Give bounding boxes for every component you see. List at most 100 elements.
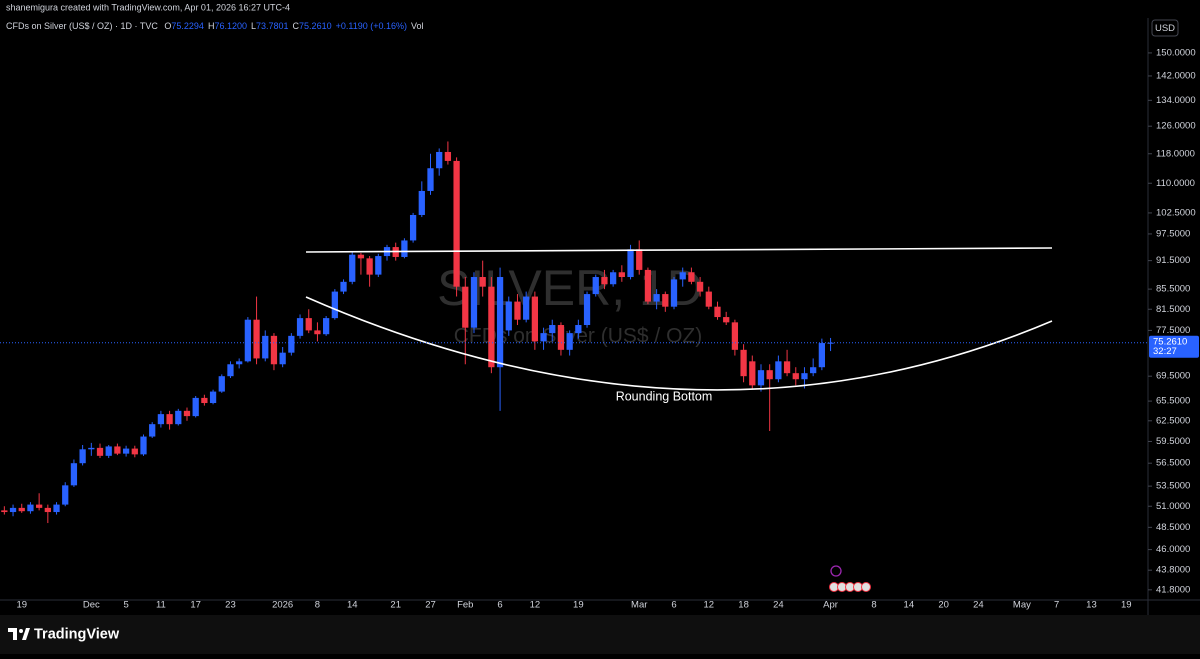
x-tick-label: 21	[390, 600, 401, 611]
candle-body	[27, 504, 34, 512]
annotation: Rounding Bottom	[616, 389, 713, 403]
x-tick-label: 14	[904, 600, 915, 611]
x-tick-label: 19	[16, 600, 27, 611]
ohlc-value: 75.2294	[171, 21, 204, 31]
candle-body	[175, 410, 182, 425]
candle-body	[818, 343, 825, 368]
candle-body	[523, 296, 530, 320]
candle-body	[610, 272, 617, 285]
x-tick-label: 27	[425, 600, 436, 611]
candle-body	[244, 319, 251, 362]
candle-body	[122, 448, 130, 454]
x-tick-label: 6	[497, 600, 502, 611]
x-tick-label: 12	[530, 600, 541, 611]
ohlc-key: L	[251, 21, 256, 31]
candle-body	[279, 352, 286, 365]
candle-body	[714, 306, 721, 318]
y-tick-label: 97.5000	[1156, 228, 1190, 239]
watermark-symbol: SILVER, 1D	[437, 260, 703, 316]
countdown: 32:27	[1153, 346, 1177, 357]
y-tick-label: 53.5000	[1156, 481, 1190, 492]
ohlc-value: 73.7801	[256, 21, 289, 31]
candle-body	[436, 151, 443, 169]
candle-body	[192, 397, 199, 417]
candle-body	[531, 296, 538, 342]
y-tick-label: 81.5000	[1156, 304, 1190, 315]
candle-body	[9, 507, 17, 513]
footer-bar	[0, 615, 1200, 654]
brand-logo	[19, 629, 23, 633]
x-tick-label: 17	[190, 600, 201, 611]
y-tick-label: 51.0000	[1156, 501, 1190, 512]
event-icon[interactable]	[861, 582, 871, 592]
x-tick-label: 11	[156, 600, 166, 611]
x-tick-label: 23	[225, 600, 236, 611]
candle-body	[340, 281, 347, 292]
x-tick-label: 14	[347, 600, 358, 611]
y-tick-label: 150.0000	[1156, 47, 1196, 58]
y-tick-label: 110.0000	[1156, 178, 1195, 189]
currency[interactable]: USD	[1155, 23, 1175, 34]
candle-body	[296, 318, 304, 336]
candle-body	[366, 258, 373, 275]
x-tick-label: 19	[1121, 600, 1132, 611]
x-tick-label: 13	[1086, 600, 1097, 611]
candle-body	[88, 447, 95, 450]
ohlc-key: C	[293, 21, 300, 31]
y-tick-label: 126.0000	[1156, 121, 1196, 132]
candle-body	[270, 335, 278, 365]
y-tick-label: 59.5000	[1156, 436, 1190, 447]
brand-name: TradingView	[34, 626, 120, 642]
last-price-label: 75.2610	[1153, 337, 1187, 348]
x-tick-label: 8	[871, 600, 876, 611]
ohlc-value: 76.1200	[214, 21, 247, 31]
candle-body	[705, 291, 712, 307]
ohlc-value: 75.2610	[299, 21, 332, 31]
brand: TradingView	[8, 626, 120, 642]
candle-body	[427, 168, 434, 191]
candle-body	[723, 317, 730, 323]
candle-body	[566, 333, 573, 350]
watermark: SILVER, 1D CFDs on Silver (US$ / OZ)	[437, 260, 703, 347]
candle-body	[18, 507, 25, 512]
candle-body	[114, 446, 121, 454]
candle-body	[227, 364, 234, 377]
candle-body	[131, 448, 138, 455]
y-tick-label: 46.0000	[1156, 544, 1190, 555]
credit: shanemigura created with TradingView.com…	[6, 2, 290, 12]
candle-body	[1, 510, 8, 513]
brand-logo	[8, 628, 17, 640]
x-tick-label: 12	[704, 600, 715, 611]
candle-body	[766, 370, 773, 380]
x-tick-label: May	[1013, 600, 1031, 611]
x-tick-label: 8	[315, 600, 320, 611]
y-tick-label: 56.5000	[1156, 458, 1190, 469]
candle-body	[96, 447, 104, 456]
candle-body	[731, 322, 739, 350]
candle-body	[444, 151, 452, 161]
candle-body	[79, 449, 86, 464]
candle-body	[418, 190, 425, 215]
event-icon[interactable]	[830, 565, 842, 577]
candle-body	[253, 319, 260, 359]
candle-body	[314, 330, 321, 335]
candle-body	[209, 391, 217, 404]
candle-body	[679, 272, 686, 280]
candle-body	[149, 424, 156, 437]
y-tick-label: 62.5000	[1156, 415, 1190, 426]
currency-button[interactable]	[1151, 19, 1179, 37]
y-tick-label: 91.5000	[1156, 255, 1190, 266]
x-tick-label: 6	[671, 600, 676, 611]
change: +0.1190 (+0.16%)	[336, 21, 407, 31]
candle-body	[462, 286, 469, 328]
candle-body	[409, 214, 417, 241]
candle-body	[166, 414, 173, 425]
candle-body	[740, 349, 747, 377]
candle-body	[575, 325, 582, 334]
y-tick-label: 102.5000	[1156, 207, 1196, 218]
candle-body	[801, 373, 808, 380]
candle-body	[496, 277, 504, 368]
event-icons	[829, 565, 871, 592]
